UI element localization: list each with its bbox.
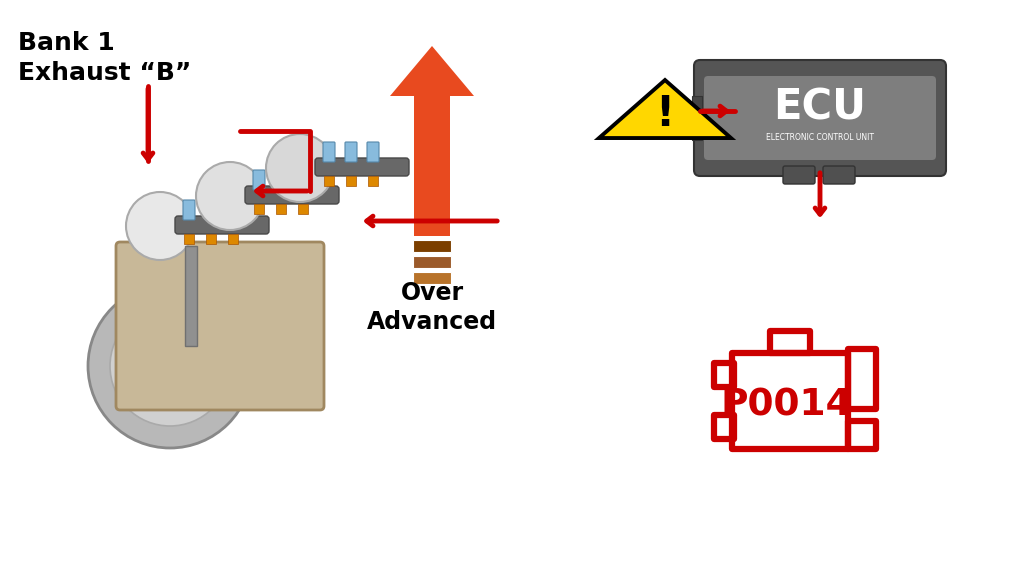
FancyBboxPatch shape [297, 170, 309, 190]
Bar [692, 126, 702, 140]
Polygon shape [599, 80, 731, 138]
FancyBboxPatch shape [245, 186, 339, 204]
FancyBboxPatch shape [823, 166, 855, 184]
Bar [692, 96, 702, 110]
Bar [346, 176, 356, 186]
Bar [413, 240, 451, 252]
Bar [368, 176, 378, 186]
FancyBboxPatch shape [367, 142, 379, 162]
FancyBboxPatch shape [783, 166, 815, 184]
FancyBboxPatch shape [116, 242, 324, 410]
FancyBboxPatch shape [275, 170, 287, 190]
Circle shape [196, 162, 264, 230]
FancyBboxPatch shape [227, 200, 239, 220]
Circle shape [110, 306, 230, 426]
Circle shape [126, 192, 194, 260]
Bar [848, 421, 876, 449]
Text: P0014: P0014 [720, 387, 852, 423]
Bar [714, 415, 734, 439]
Bar [714, 363, 734, 387]
Bar [732, 353, 848, 449]
Bar [324, 176, 334, 186]
Polygon shape [390, 46, 474, 96]
FancyBboxPatch shape [323, 142, 335, 162]
Bar [254, 204, 264, 214]
Bar [185, 246, 197, 346]
Bar [414, 96, 450, 236]
Bar [228, 234, 238, 244]
Bar [848, 349, 876, 409]
FancyBboxPatch shape [253, 170, 265, 190]
Text: Over
Advanced: Over Advanced [367, 281, 497, 334]
Bar [276, 204, 286, 214]
Circle shape [266, 134, 334, 202]
FancyBboxPatch shape [705, 76, 936, 160]
FancyBboxPatch shape [205, 200, 217, 220]
FancyBboxPatch shape [345, 142, 357, 162]
Text: ECU: ECU [773, 87, 866, 129]
Bar [770, 331, 810, 353]
Text: Bank 1
Exhaust “B”: Bank 1 Exhaust “B” [18, 31, 191, 85]
Bar [206, 234, 216, 244]
Circle shape [152, 348, 188, 384]
Circle shape [88, 284, 252, 448]
FancyBboxPatch shape [694, 60, 946, 176]
FancyBboxPatch shape [315, 158, 409, 176]
Bar [413, 272, 451, 284]
Text: !: ! [655, 93, 675, 135]
Bar [184, 234, 194, 244]
Bar [413, 256, 451, 268]
FancyBboxPatch shape [175, 216, 269, 234]
FancyBboxPatch shape [183, 200, 195, 220]
Text: ELECTRONIC CONTROL UNIT: ELECTRONIC CONTROL UNIT [766, 134, 874, 142]
Bar [298, 204, 308, 214]
